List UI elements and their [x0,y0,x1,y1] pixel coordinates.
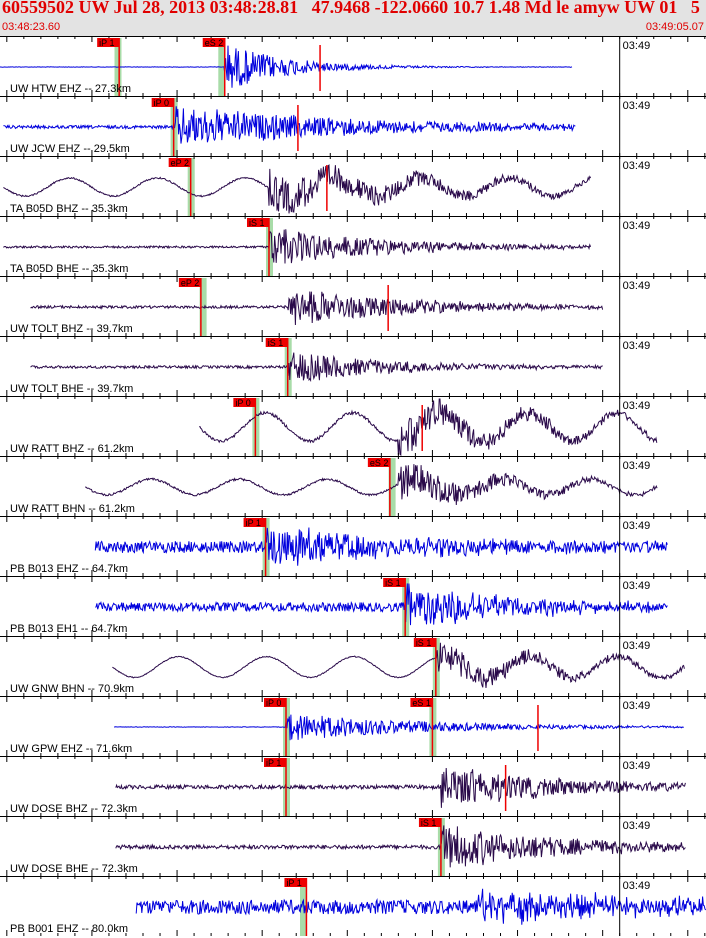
waveform-trace [199,398,658,457]
trace-label: UW GNW BHN -- 70.9km [10,683,134,695]
trace-layer [0,45,706,925]
waveform-trace [95,583,668,626]
pick-label: eP 2 [181,278,199,288]
pick-label: iS 1 [385,578,401,588]
pick-flag[interactable] [265,338,288,347]
waveform-trace [112,642,685,688]
trace-label: UW RATT BHZ -- 61.2km [10,443,134,455]
waveform-trace [84,464,658,506]
event-title: 60559502 UW Jul 28, 2013 03:48:28.81 47.… [2,0,700,17]
trace-label: UW HTW EHZ -- 27.3km [10,83,131,95]
trace-label: UW DOSE BHE -- 72.3km [10,863,138,875]
waveform-trace [0,45,573,88]
pick-flag[interactable] [97,38,120,47]
pick-flag[interactable] [202,38,225,47]
pick-label: iP 0 [154,98,169,108]
waveform-trace [94,527,668,566]
pick-label: eP 2 [171,158,189,168]
seismogram-chart: iP 1 eS 2 UW HTW EHZ -- 27.3km 03:49 iP 0 UW … [0,36,706,936]
trace-label: UW JCW EHZ -- 29.5km [10,143,130,155]
event-header: 60559502 UW Jul 28, 2013 03:48:28.81 47.… [0,0,706,36]
trace-label: PB B013 EHZ -- 64.7km [10,563,128,575]
waveform-trace [30,352,603,383]
pick-label: eS 2 [205,38,224,48]
window-start-time: 03:48:23.60 [2,21,61,33]
minute-tick-label: 03:49 [623,280,651,292]
pick-flag[interactable] [168,158,191,167]
trace-label: PB B013 EH1 -- 64.7km [10,623,127,635]
pick-flag[interactable] [246,218,269,227]
waveform-trace [135,888,706,925]
trace-label: UW DOSE BHZ -- 72.3km [10,803,137,815]
pick-label: eS 1 [412,698,431,708]
minute-tick-label: 03:49 [623,340,651,352]
seismogram-panel: iP 1 eS 2 UW HTW EHZ -- 27.3km 03:49 iP 0 UW … [0,36,706,938]
pick-flag[interactable] [264,758,287,767]
minute-tick-label: 03:49 [623,220,651,232]
pick-flag[interactable] [383,578,406,587]
pick-flag[interactable] [418,818,441,827]
trace-label: PB B001 EHZ -- 80.0km [10,923,128,935]
minute-tick-label: 03:49 [623,760,651,772]
waveform-trace [113,714,684,741]
grid-layer [0,36,706,936]
pick-flag[interactable] [233,398,256,407]
window-end-time: 03:49:05.07 [645,21,704,33]
pick-label: iS 1 [249,218,265,228]
pick-label: eS 2 [370,458,389,468]
waveform-trace [115,825,686,868]
trace-label: UW GPW EHZ -- 71.6km [10,743,132,755]
minute-tick-label: 03:49 [623,700,651,712]
pick-label: iS 1 [421,818,437,828]
minute-tick-label: 03:49 [623,40,651,52]
pick-flag[interactable] [410,698,433,707]
pick-window-layer [114,38,445,936]
waveform-trace [3,229,592,264]
trace-label: UW RATT BHN -- 61.2km [10,503,135,515]
pick-label: iP 1 [246,518,261,528]
minute-tick-label: 03:49 [623,820,651,832]
pick-label: iP 1 [266,758,281,768]
waveform-trace [115,767,686,808]
trace-label: UW TOLT BHZ -- 39.7km [10,323,133,335]
waveform-trace [30,291,604,326]
minute-tick-label: 03:49 [623,400,651,412]
trace-label: TA B05D BHZ -- 35.3km [10,203,128,215]
waveform-trace [3,164,592,214]
pick-flag[interactable] [243,518,266,527]
pick-flag[interactable] [367,458,390,467]
minute-tick-label: 03:49 [623,880,651,892]
pick-label: iP 1 [286,878,301,888]
pick-flag[interactable] [413,638,436,647]
minute-tick-label: 03:49 [623,520,651,532]
minute-tick-label: 03:49 [623,460,651,472]
pick-flag[interactable] [178,278,201,287]
trace-label: UW TOLT BHE -- 39.7km [10,383,133,395]
pick-label: iS 1 [416,638,432,648]
pick-label: iP 1 [99,38,114,48]
pick-label: iP 0 [266,698,281,708]
waveform-trace [3,106,576,144]
minute-tick-label: 03:49 [623,100,651,112]
pick-flag[interactable] [264,698,287,707]
trace-label: TA B05D BHE -- 35.3km [10,263,128,275]
pick-label: iP 0 [235,398,250,408]
minute-tick-label: 03:49 [623,640,651,652]
minute-tick-label: 03:49 [623,160,651,172]
pick-flag[interactable] [151,98,174,107]
pick-flag[interactable] [284,878,307,887]
minute-tick-label: 03:49 [623,580,651,592]
pick-label: iS 1 [268,338,284,348]
label-layer: iP 1 eS 2 UW HTW EHZ -- 27.3km 03:49 iP 0 UW … [10,38,650,936]
